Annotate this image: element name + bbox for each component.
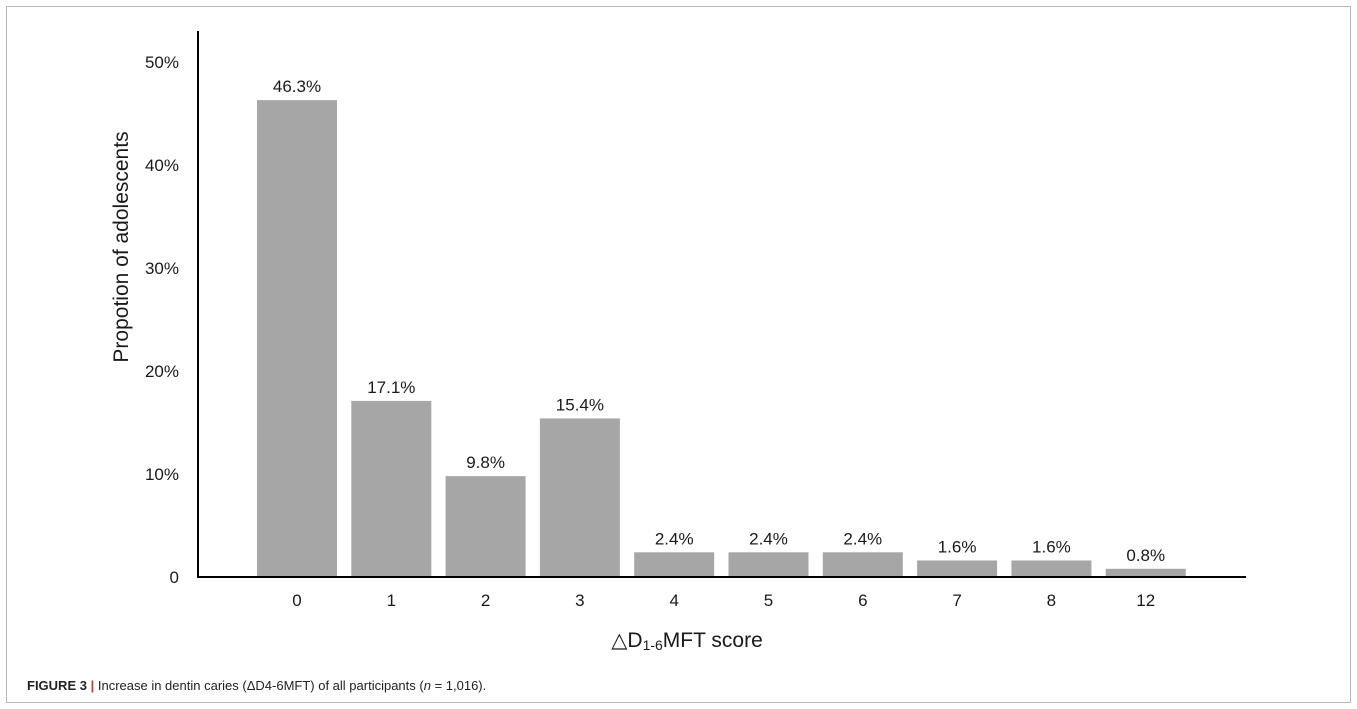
x-axis-title-suffix: MFT score	[663, 629, 763, 652]
x-tick-label-4: 4	[669, 591, 678, 610]
x-tick-label-1: 1	[387, 591, 396, 610]
x-tick-label-0: 0	[292, 591, 301, 610]
x-tick-label-12: 12	[1136, 591, 1155, 610]
x-tick-label-3: 3	[575, 591, 584, 610]
data-label-7: 1.6%	[938, 538, 977, 557]
x-tick-label-8: 8	[1047, 591, 1056, 610]
x-tick-label-6: 6	[858, 591, 867, 610]
data-label-6: 2.4%	[843, 529, 882, 548]
bar-1	[351, 400, 432, 577]
y-tick-label-1: 10%	[145, 465, 179, 484]
x-axis-title: △D1-6MFT score	[611, 629, 763, 653]
bars-group	[257, 100, 1186, 577]
bar-8	[1011, 560, 1092, 577]
bar-4	[634, 552, 715, 577]
data-label-4: 2.4%	[655, 529, 694, 548]
caption-separator: |	[90, 678, 95, 693]
y-axis-title: Propotion of adolescents	[110, 131, 133, 362]
data-label-5: 2.4%	[749, 529, 788, 548]
data-labels-group: 46.3% 17.1% 9.8% 15.4% 2.4% 2.4% 2.4% 1.6% 1.6% 0…	[273, 77, 1165, 565]
data-label-3: 15.4%	[556, 395, 604, 414]
y-tick-label-0: 0	[170, 568, 179, 587]
caption-text-after: = 1,016).	[430, 678, 487, 693]
data-label-12: 0.8%	[1126, 546, 1165, 565]
y-tick-label-2: 20%	[145, 362, 179, 381]
x-axis-title-prefix: △D	[611, 629, 642, 652]
y-tick-label-3: 30%	[145, 259, 179, 278]
caption-text-before: Increase in dentin caries (ΔD4-6MFT) of …	[97, 678, 424, 693]
data-label-2: 9.8%	[466, 453, 505, 472]
figure-caption: FIGURE 3 | Increase in dentin caries (ΔD…	[27, 678, 486, 693]
bar-12	[1105, 568, 1186, 577]
y-tick-labels-group: 0 10% 20% 30% 40% 50%	[145, 53, 179, 587]
figure-frame: 46.3% 17.1% 9.8% 15.4% 2.4% 2.4% 2.4% 1.6% 1.6% 0…	[6, 6, 1351, 703]
y-tick-label-4: 40%	[145, 156, 179, 175]
bar-chart: 46.3% 17.1% 9.8% 15.4% 2.4% 2.4% 2.4% 1.6% 1.6% 0…	[110, 31, 1246, 653]
data-label-1: 17.1%	[367, 378, 415, 397]
x-tick-labels-group: 0 1 2 3 4 5 6 7 8 12	[292, 591, 1155, 610]
bar-3	[539, 418, 620, 577]
x-tick-label-7: 7	[952, 591, 961, 610]
x-tick-label-2: 2	[481, 591, 490, 610]
bar-5	[728, 552, 809, 577]
x-axis-title-subscript: 1-6	[643, 637, 663, 653]
data-label-0: 46.3%	[273, 77, 321, 96]
x-tick-label-5: 5	[764, 591, 773, 610]
caption-n-symbol: n	[423, 678, 431, 693]
caption-label: FIGURE 3	[27, 678, 87, 693]
bar-6	[822, 552, 903, 577]
bar-7	[917, 560, 998, 577]
bar-2	[445, 476, 526, 577]
data-label-8: 1.6%	[1032, 538, 1071, 557]
y-tick-label-5: 50%	[145, 53, 179, 72]
bar-0	[257, 100, 337, 577]
